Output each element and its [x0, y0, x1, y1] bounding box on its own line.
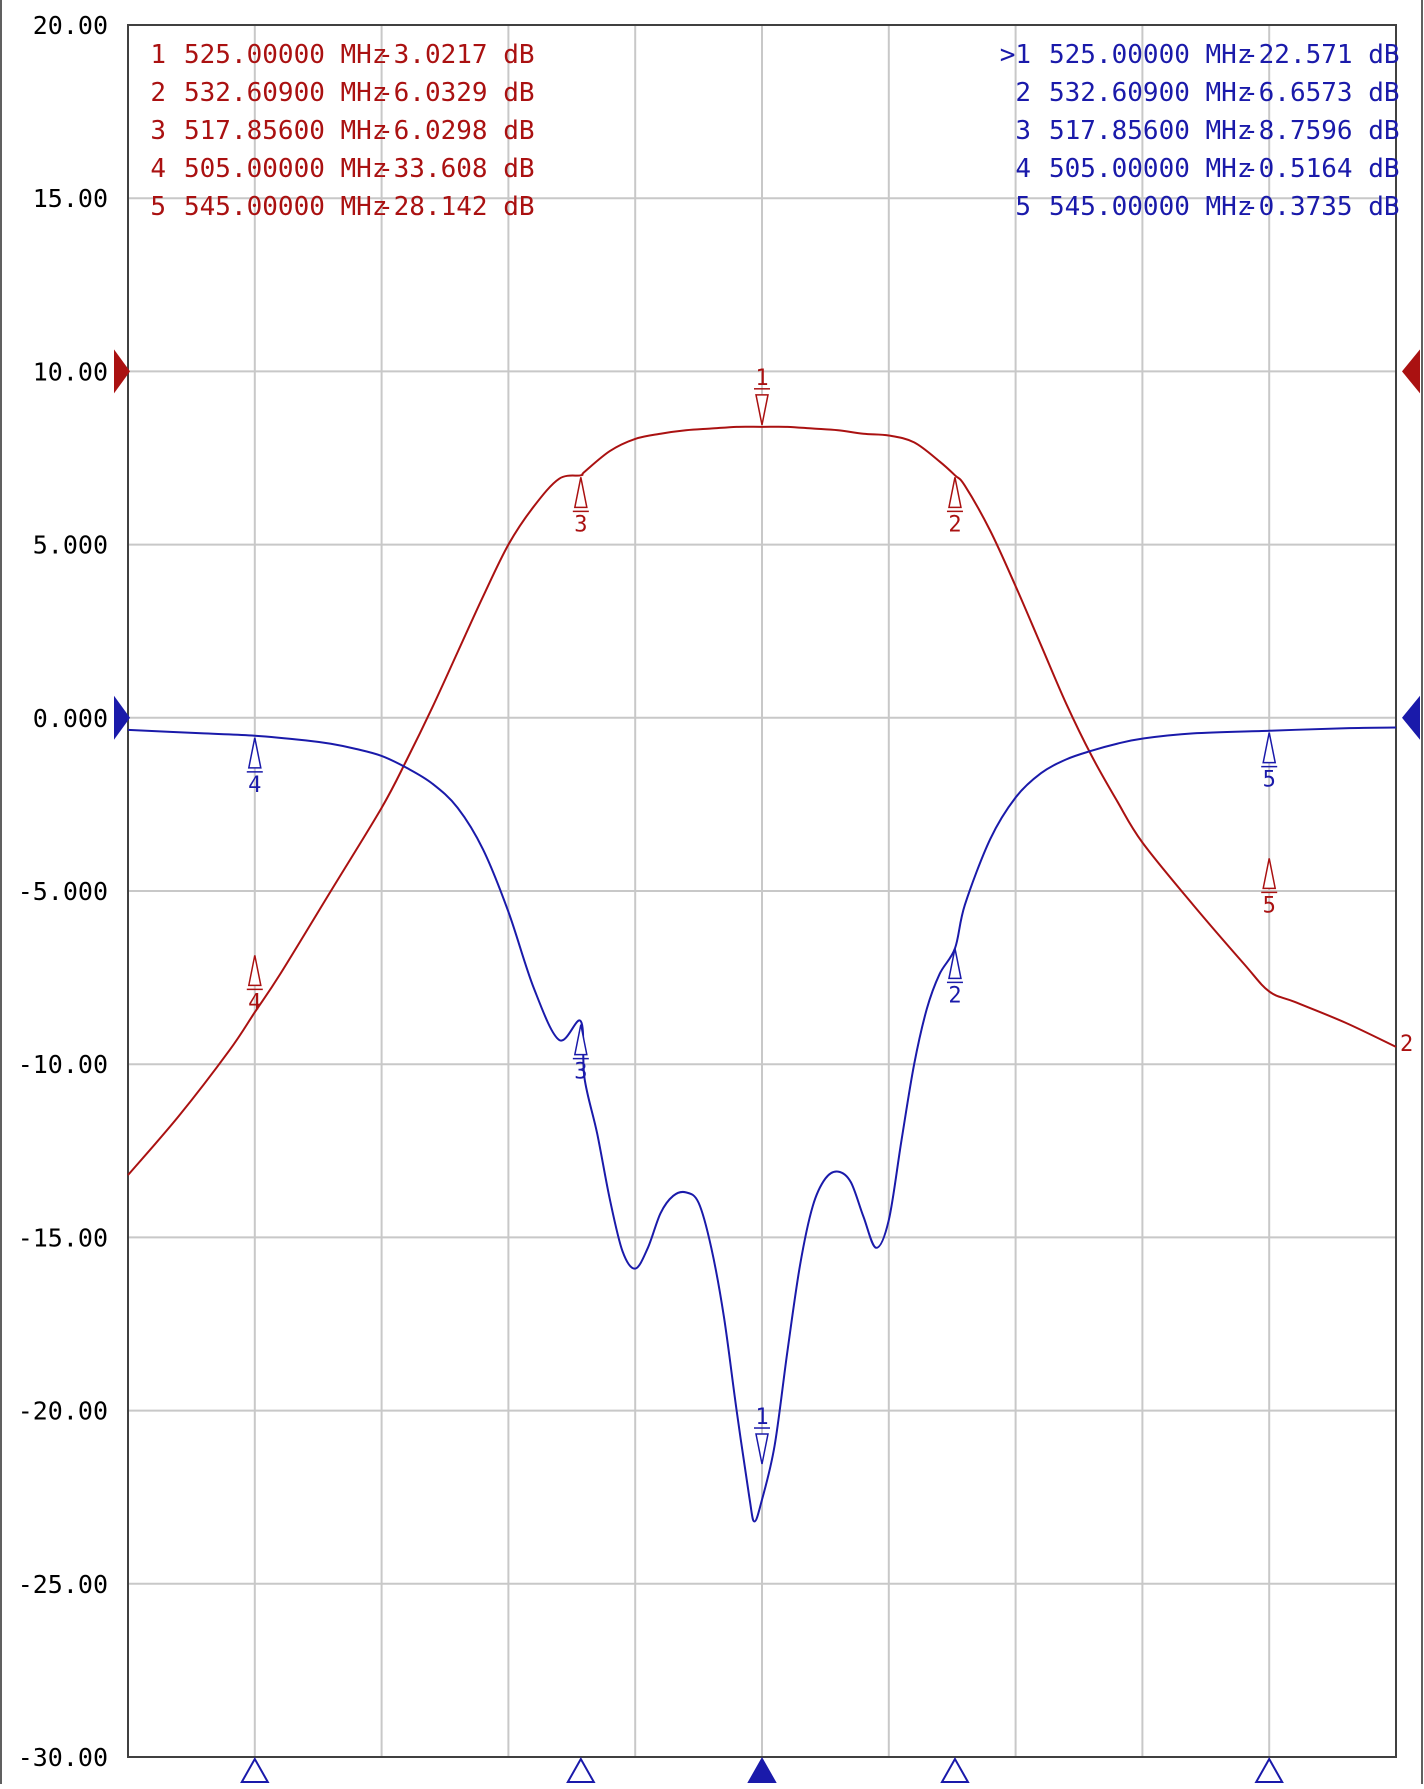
marker2-row-no: 4 — [1015, 154, 1031, 184]
marker2-row-value: -0.5164 dB — [1243, 154, 1400, 184]
marker1-row-no: 4 — [150, 154, 166, 184]
trace-marker-label: 5 — [1263, 893, 1276, 918]
trace-marker-triangle — [573, 477, 588, 509]
trace-marker-label: 1 — [755, 1405, 768, 1430]
marker1-row-value: -3.0217 dB — [378, 40, 535, 70]
bottom-marker-triangle — [940, 1756, 970, 1783]
marker-table-trace2: >1 525.00000 MHz-22.571 dB2 532.60900 MHz-… — [1000, 40, 1400, 222]
trace-marker-label: 2 — [948, 512, 961, 537]
trace-marker-label: 4 — [248, 990, 261, 1015]
marker-table-trace1: 1 525.00000 MHz-3.0217 dB2 532.60900 MHz-6… — [150, 40, 534, 222]
y-tick-label: 20.00 — [33, 11, 108, 40]
y-tick-label: -15.00 — [18, 1223, 108, 1252]
ref-level-marker-right-2 — [1402, 695, 1420, 740]
y-tick-label: 0.000 — [33, 704, 108, 733]
marker2-row-no: 5 — [1015, 192, 1031, 222]
trace-markers: 1 2 3 4 5 1 2 3 4 5 — [246, 366, 1278, 1465]
marker2-row-value: -6.6573 dB — [1243, 78, 1400, 108]
bottom-marker-triangle — [566, 1756, 596, 1783]
trace-end-label: 2 — [1400, 1032, 1413, 1057]
y-tick-label: -25.00 — [18, 1570, 108, 1599]
marker1-row-no: 2 — [150, 78, 166, 108]
marker2-row-no: >1 — [1000, 40, 1031, 70]
marker1-row-freq: 517.85600 MHz — [184, 116, 388, 146]
marker2-row-freq: 525.00000 MHz — [1049, 40, 1253, 70]
bottom-marker-triangle — [240, 1756, 270, 1783]
marker2-row-freq: 517.85600 MHz — [1049, 116, 1253, 146]
trace-marker-triangle — [1262, 732, 1277, 764]
trace-marker-triangle — [755, 394, 769, 425]
marker1-row-value: -33.608 dB — [378, 154, 535, 184]
trace-2-line — [127, 726, 1397, 1523]
y-tick-label: 15.00 — [33, 184, 108, 213]
bottom-marker-triangle — [1254, 1756, 1284, 1783]
trace-marker-label: 3 — [574, 512, 587, 537]
marker2-row-no: 2 — [1015, 78, 1031, 108]
y-tick-label: 5.000 — [33, 531, 108, 560]
marker2-row-freq: 532.60900 MHz — [1049, 78, 1253, 108]
marker1-row-no: 1 — [150, 40, 166, 70]
marker2-row-value: -0.3735 dB — [1243, 192, 1400, 222]
trace-marker-label: 2 — [948, 983, 961, 1008]
marker2-row-freq: 545.00000 MHz — [1049, 192, 1253, 222]
trace-marker-triangle — [573, 1024, 588, 1056]
marker1-row-value: -6.0298 dB — [378, 116, 535, 146]
y-tick-label: -30.00 — [18, 1743, 108, 1772]
trace-marker-label: 1 — [755, 366, 768, 391]
traces: 2 — [127, 425, 1413, 1523]
marker1-row-freq: 532.60900 MHz — [184, 78, 388, 108]
trace-marker-label: 5 — [1263, 768, 1276, 793]
trace-marker-triangle — [1262, 858, 1277, 890]
marker2-row-value: -22.571 dB — [1243, 40, 1400, 70]
bottom-marker-indicators — [240, 1756, 1284, 1783]
reference-level-markers — [114, 349, 1420, 740]
marker1-row-value: -6.0329 dB — [378, 78, 535, 108]
marker2-row-value: -8.7596 dB — [1243, 116, 1400, 146]
y-tick-labels: 20.00 15.00 10.00 5.000 0.000 -5.000 -10.00 -15… — [18, 11, 108, 1772]
marker1-row-value: -28.142 dB — [378, 192, 535, 222]
y-tick-label: 10.00 — [33, 357, 108, 386]
trace-marker-triangle — [755, 1433, 769, 1465]
y-tick-label: -20.00 — [18, 1397, 108, 1426]
marker2-row-freq: 505.00000 MHz — [1049, 154, 1253, 184]
ref-level-marker-left-1 — [114, 349, 130, 394]
trace-1-line — [127, 425, 1397, 1176]
bottom-marker-triangle — [747, 1756, 777, 1783]
trace-marker-triangle — [948, 948, 962, 980]
marker1-row-freq: 545.00000 MHz — [184, 192, 388, 222]
trace-marker-label: 4 — [248, 773, 261, 798]
trace-marker-triangle — [247, 737, 262, 769]
trace-marker-triangle — [247, 955, 262, 987]
ref-level-marker-left-2 — [114, 695, 130, 740]
marker1-row-no: 3 — [150, 116, 166, 146]
marker1-row-freq: 505.00000 MHz — [184, 154, 388, 184]
ref-level-marker-right-1 — [1402, 349, 1420, 394]
marker2-row-no: 3 — [1015, 116, 1031, 146]
marker1-row-no: 5 — [150, 192, 166, 222]
trace-marker-label: 3 — [574, 1060, 587, 1085]
y-tick-label: -5.000 — [18, 877, 108, 906]
y-tick-label: -10.00 — [18, 1050, 108, 1079]
marker1-row-freq: 525.00000 MHz — [184, 40, 388, 70]
trace-marker-triangle — [948, 477, 962, 509]
